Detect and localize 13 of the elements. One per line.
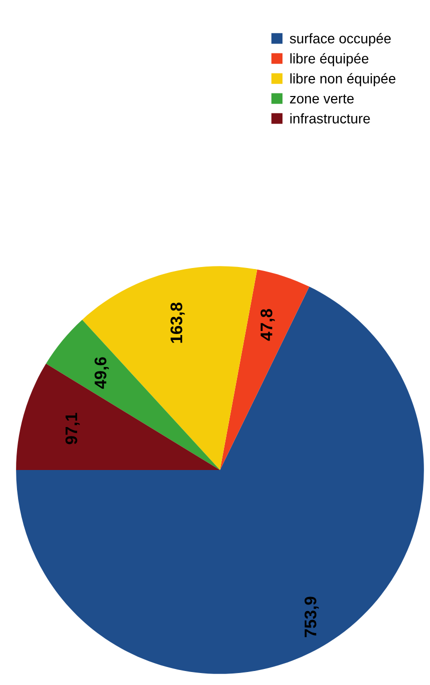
legend-label: zone verte	[290, 94, 354, 104]
data-label: 753,9	[304, 596, 319, 638]
data-label: 97,1	[65, 412, 80, 444]
pie-slice	[220, 269, 310, 470]
legend-label: infrastructure	[290, 113, 370, 124]
data-label: 163,8	[170, 302, 185, 343]
legend-label: surface occupée	[290, 33, 391, 46]
legend-label: libre équipée	[290, 53, 368, 66]
data-label: 49,6	[94, 357, 109, 389]
pie-slice	[16, 286, 424, 674]
data-label: 47,8	[260, 309, 275, 341]
legend-label: libre non équipée	[290, 73, 396, 86]
pie-slice	[82, 266, 258, 470]
